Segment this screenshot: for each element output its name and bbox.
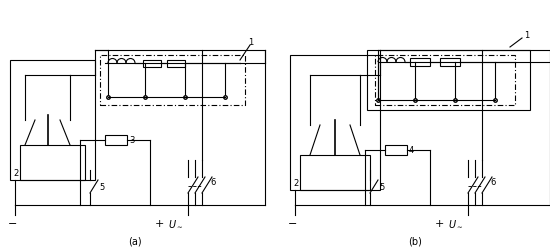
Text: 5: 5 bbox=[379, 183, 384, 192]
Text: 1: 1 bbox=[524, 31, 529, 40]
Text: 3: 3 bbox=[129, 136, 134, 145]
Text: 2: 2 bbox=[293, 179, 298, 188]
Bar bbox=[440, 58, 460, 66]
Bar bbox=[105, 135, 127, 145]
Text: +: + bbox=[155, 219, 164, 229]
Text: (a): (a) bbox=[128, 237, 142, 247]
Text: (b): (b) bbox=[408, 237, 422, 247]
Text: −: − bbox=[8, 219, 18, 229]
Text: 4: 4 bbox=[409, 146, 414, 155]
Bar bbox=[290, 55, 380, 190]
Bar bbox=[300, 155, 370, 190]
Text: $U_{\sim}$: $U_{\sim}$ bbox=[448, 218, 464, 230]
Bar bbox=[10, 60, 95, 180]
Bar bbox=[367, 50, 530, 110]
Bar bbox=[20, 145, 85, 180]
Bar bbox=[167, 60, 185, 66]
Text: 5: 5 bbox=[99, 183, 104, 192]
Text: 6: 6 bbox=[490, 178, 496, 187]
Bar bbox=[385, 145, 407, 155]
Text: 1: 1 bbox=[248, 38, 253, 47]
Bar bbox=[143, 60, 161, 66]
Bar bbox=[375, 55, 515, 105]
Bar bbox=[100, 55, 245, 105]
Bar bbox=[410, 58, 430, 66]
Text: 6: 6 bbox=[210, 178, 216, 187]
Text: +: + bbox=[435, 219, 444, 229]
Text: −: − bbox=[288, 219, 298, 229]
Text: $U_{\sim}$: $U_{\sim}$ bbox=[168, 218, 183, 230]
Text: 2: 2 bbox=[13, 169, 18, 178]
